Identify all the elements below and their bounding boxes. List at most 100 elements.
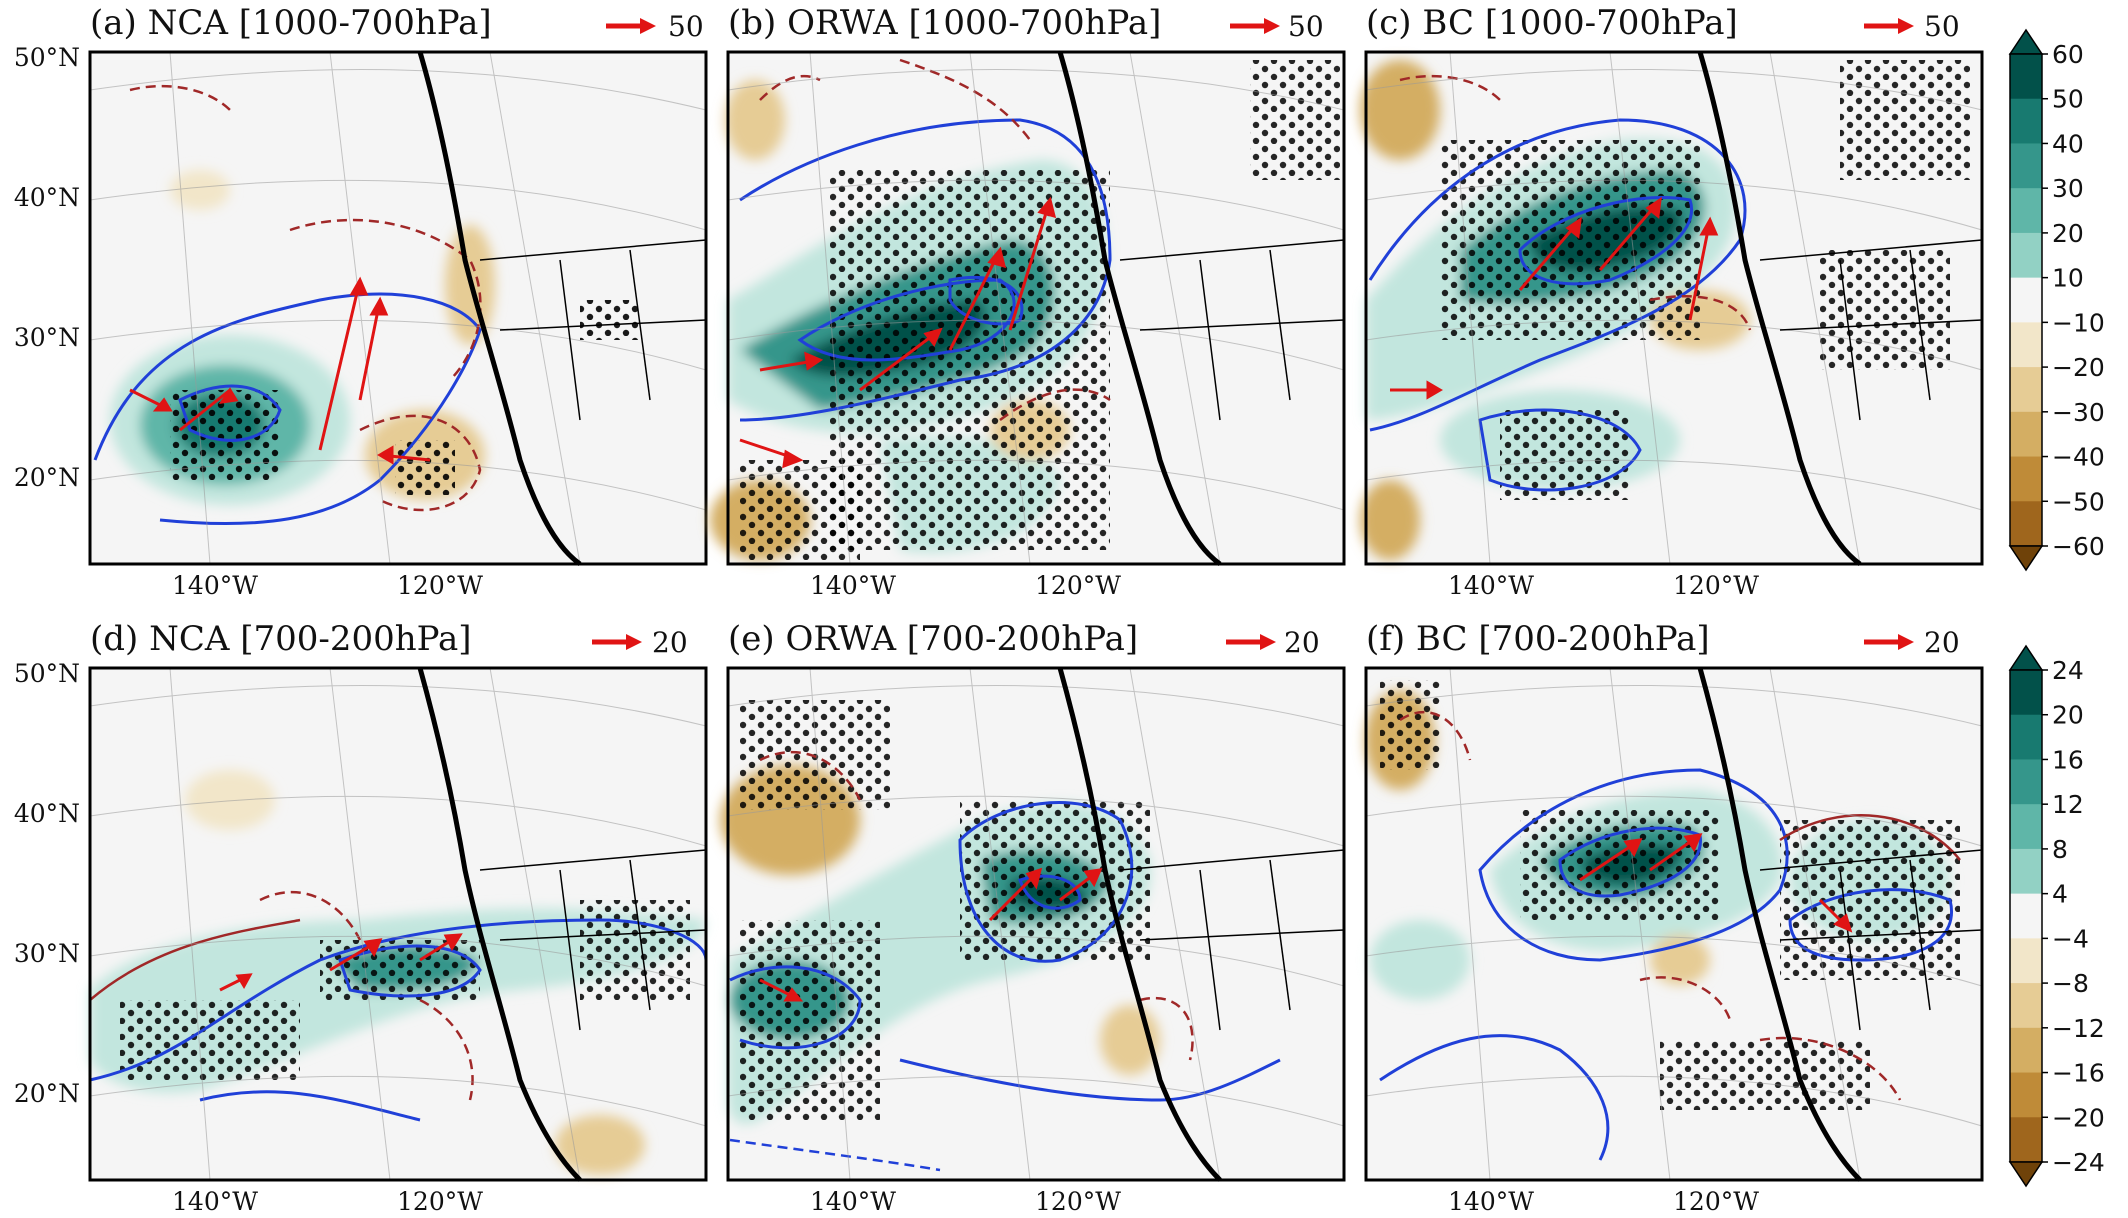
lon-label-140-b: 140°W bbox=[810, 571, 896, 600]
panel-title-a: (a) NCA [1000-700hPa] bbox=[90, 3, 492, 43]
colorbar-tick-label: −24 bbox=[2052, 1148, 2105, 1177]
panel-title-e: (e) ORWA [700-200hPa] bbox=[728, 619, 1138, 659]
wind-vectors-c bbox=[1390, 196, 1719, 400]
lon-label-120-d: 120°W bbox=[397, 1187, 483, 1216]
colorbar-bin bbox=[2010, 277, 2042, 323]
panel-d: (d) NCA [700-200hPa] 20 bbox=[88, 619, 708, 1182]
lat-label-20: 20°N bbox=[14, 463, 80, 492]
contours-pos-d bbox=[89, 918, 708, 1122]
colorbar-bin bbox=[2010, 456, 2042, 502]
ref-label-b: 50 bbox=[1288, 10, 1324, 43]
state-borders-b bbox=[1119, 239, 1345, 421]
colorbar-tick-label: −60 bbox=[2052, 532, 2105, 561]
panel-c: (c) BC [1000-700hPa] 50 bbox=[1360, 3, 1984, 567]
panel-title-d: (d) NCA [700-200hPa] bbox=[90, 619, 472, 659]
colorbar-row1: 60 50 40 30 20 10 −10 −20 −30 −40 −50 −60 bbox=[2008, 28, 2105, 572]
lon-label-120-a: 120°W bbox=[397, 571, 483, 600]
contours-neg-e bbox=[759, 750, 1194, 1061]
state-borders-c bbox=[1759, 239, 1983, 421]
wind-vectors-f bbox=[1579, 833, 1853, 933]
colorbar-bin bbox=[2010, 848, 2042, 895]
colorbar-tick-label: −16 bbox=[2052, 1059, 2105, 1088]
colorbar-extend-top bbox=[2008, 28, 2044, 55]
colorbar-bin bbox=[2010, 411, 2042, 458]
colorbar-bin bbox=[2010, 143, 2042, 189]
lon-label-120-f: 120°W bbox=[1673, 1187, 1759, 1216]
ref-label-d: 20 bbox=[652, 626, 688, 659]
colorbar-tick-label: 60 bbox=[2052, 40, 2084, 69]
colorbar-bin bbox=[2010, 98, 2042, 144]
lon-label-140-a: 140°W bbox=[172, 571, 258, 600]
colorbar-tick-label: −10 bbox=[2052, 308, 2105, 337]
colorbar-tick-label: −30 bbox=[2052, 398, 2105, 427]
graticule-e bbox=[727, 667, 1345, 1181]
contours-pos-a bbox=[93, 292, 482, 526]
colorbar-bin bbox=[2010, 938, 2042, 984]
colorbar-tick-label: 8 bbox=[2052, 835, 2068, 864]
colorbar-bin bbox=[2010, 1117, 2042, 1163]
contours-neg-b bbox=[759, 58, 1111, 422]
colorbar-tick-label: −20 bbox=[2052, 353, 2105, 382]
wind-vectors-d bbox=[219, 933, 463, 992]
colorbar-tick-label: 40 bbox=[2052, 129, 2084, 158]
panel-title-b: (b) ORWA [1000-700hPa] bbox=[728, 3, 1161, 43]
graticule-f bbox=[1365, 667, 1983, 1181]
colorbar-bin bbox=[2010, 188, 2042, 234]
colorbar-bin bbox=[2010, 714, 2042, 760]
colorbar-bin bbox=[2010, 54, 2042, 100]
lat-label-20-r2: 20°N bbox=[14, 1079, 80, 1108]
colorbar-tick-label: −40 bbox=[2052, 443, 2105, 472]
ref-arrow-a: 50 bbox=[606, 10, 704, 43]
colorbar-bin bbox=[2010, 322, 2042, 368]
colorbar-tick-label: −20 bbox=[2052, 1103, 2105, 1132]
lon-label-120-e: 120°W bbox=[1035, 1187, 1121, 1216]
graticule-c bbox=[1365, 51, 1983, 565]
lat-label-30: 30°N bbox=[14, 323, 80, 352]
colorbar-tick-label: 4 bbox=[2052, 880, 2068, 909]
panel-title-f: (f) BC [700-200hPa] bbox=[1366, 619, 1710, 659]
contours-pos-e bbox=[729, 801, 1281, 1102]
colorbar-bin bbox=[2010, 670, 2042, 716]
panel-title-c: (c) BC [1000-700hPa] bbox=[1366, 3, 1738, 43]
map-area-a bbox=[88, 50, 708, 567]
ref-arrow-d: 20 bbox=[592, 626, 688, 659]
panel-f: (f) BC [700-200hPa] 20 bbox=[1364, 619, 1984, 1182]
colorbar-tick-label: 10 bbox=[2052, 264, 2084, 293]
ref-arrow-f: 20 bbox=[1864, 626, 1960, 659]
lon-label-120-c: 120°W bbox=[1673, 571, 1759, 600]
colorbar-bin bbox=[2010, 1027, 2042, 1074]
panel-b: (b) ORWA [1000-700hPa] 50 bbox=[710, 3, 1346, 567]
colorbar-bin bbox=[2010, 501, 2042, 547]
lon-label-140-e: 140°W bbox=[810, 1187, 896, 1216]
contours-pos-f bbox=[1379, 768, 1953, 1161]
ref-arrow-b: 50 bbox=[1230, 10, 1324, 43]
lat-label-50-r2: 50°N bbox=[14, 659, 80, 688]
lon-label-120-b: 120°W bbox=[1035, 571, 1121, 600]
ref-label-a: 50 bbox=[668, 10, 704, 43]
colorbar-tick-label: 12 bbox=[2052, 790, 2084, 819]
map-area-e bbox=[720, 666, 1346, 1182]
colorbar-extend-top bbox=[2008, 644, 2044, 671]
graticule-d bbox=[89, 667, 707, 1181]
state-borders-f bbox=[1759, 849, 1983, 1031]
lon-label-140-d: 140°W bbox=[172, 1187, 258, 1216]
map-area-c bbox=[1360, 50, 1984, 567]
state-borders-a bbox=[479, 239, 707, 421]
contours-solid-f bbox=[1779, 814, 1961, 861]
ref-arrow-e: 20 bbox=[1226, 626, 1320, 659]
colorbar-tick-label: −12 bbox=[2052, 1014, 2105, 1043]
colorbar-tick-label: 50 bbox=[2052, 85, 2084, 114]
colorbar-tick-label: −8 bbox=[2052, 969, 2089, 998]
panel-a: (a) NCA [1000-700hPa] 50 bbox=[88, 3, 708, 567]
colorbar-bin bbox=[2010, 232, 2042, 279]
colorbar-tick-label: −4 bbox=[2052, 924, 2089, 953]
colorbar-tick-label: 16 bbox=[2052, 745, 2084, 774]
colorbar-tick-label: 30 bbox=[2052, 174, 2084, 203]
panel-e: (e) ORWA [700-200hPa] 20 bbox=[720, 619, 1346, 1182]
map-area-f bbox=[1364, 666, 1984, 1182]
colorbar-bin bbox=[2010, 759, 2042, 805]
lat-label-30-r2: 30°N bbox=[14, 939, 80, 968]
contours-pos-b bbox=[739, 118, 1112, 422]
coastline-a bbox=[417, 51, 582, 567]
